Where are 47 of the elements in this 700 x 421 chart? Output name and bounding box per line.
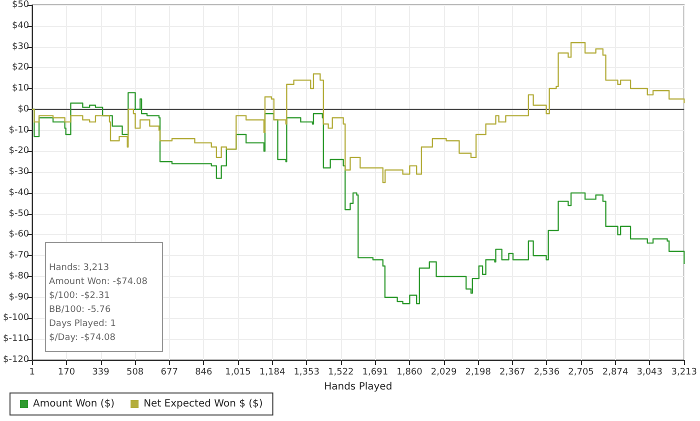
x-tick-label: 677 [160, 368, 178, 378]
annotation: Hands: 3,213 [49, 262, 110, 275]
x-tick-label: 508 [126, 368, 144, 378]
x-tick-label: 1,522 [328, 368, 354, 378]
y-tick-label: $50 [12, 0, 30, 10]
x-tick-label: 2,367 [500, 368, 526, 378]
y-tick-label: $-20 [8, 146, 30, 156]
annotation: BB/100: -5.76 [49, 304, 112, 317]
x-tick-label: 170 [58, 368, 76, 378]
x-tick-label: 2,874 [602, 368, 628, 378]
y-tick-label: $-30 [8, 167, 30, 178]
x-tick-label: 2,705 [568, 368, 594, 378]
x-tick-label: 3,043 [636, 368, 662, 378]
x-tick-label: 339 [92, 368, 110, 378]
legend-label: Net Expected Won $ ($) [144, 398, 263, 410]
x-tick-label: 3,213 [671, 368, 697, 378]
y-tick-label: $-90 [8, 292, 30, 302]
y-tick-label: $30 [12, 42, 30, 52]
y-tick-label: $-80 [8, 271, 30, 282]
x-tick-label: 2,536 [534, 368, 560, 378]
x-axis-title: Hands Played [324, 381, 392, 392]
annotation: Amount Won: -$74.08 [49, 276, 148, 289]
y-tick-label: $-10 [8, 125, 30, 136]
x-tick-label: 1,184 [259, 368, 286, 378]
y-tick-label: $-70 [8, 250, 30, 261]
x-tick-label: 1,353 [294, 368, 320, 378]
x-tick-label: 1,860 [396, 368, 423, 378]
legend-label: Amount Won ($) [33, 398, 115, 410]
annotation: Days Played: 1 [49, 318, 117, 331]
y-tick-label: $40 [12, 20, 30, 31]
y-tick-label: $0 [18, 104, 30, 114]
x-tick-label: 2,029 [430, 368, 457, 378]
y-tick-label: $20 [12, 62, 30, 73]
annotation: $/100: -$2.31 [49, 290, 111, 303]
x-tick-label: 1,691 [362, 368, 388, 378]
y-tick-label: $-60 [8, 230, 30, 240]
y-tick-label: $-100 [2, 313, 30, 324]
annotation: $/Day: -$74.08 [49, 332, 117, 345]
x-tick-label: 2,198 [465, 368, 492, 378]
y-tick-label: $10 [12, 84, 30, 94]
y-tick-label: $-110 [2, 334, 30, 344]
y-tick-label: $-50 [8, 208, 30, 219]
x-tick-label: 846 [195, 368, 213, 378]
x-tick-label: 1 [29, 368, 36, 378]
y-tick-label: $-120 [2, 355, 30, 365]
y-tick-label: $-40 [8, 188, 30, 198]
x-tick-label: 1,015 [225, 368, 251, 378]
